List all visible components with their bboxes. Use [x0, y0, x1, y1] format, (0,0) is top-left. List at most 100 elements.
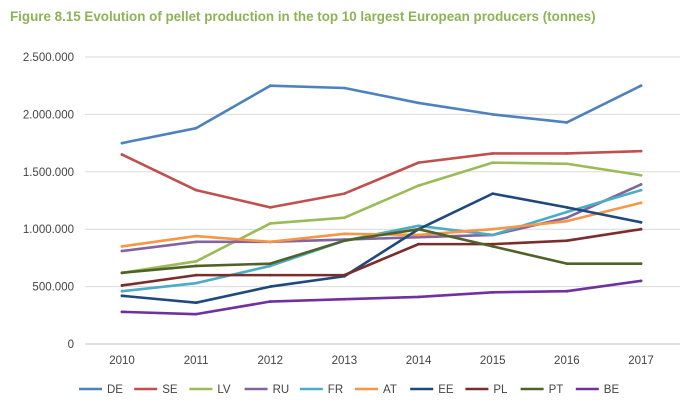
data-point — [120, 141, 124, 145]
data-point — [639, 279, 643, 283]
data-point — [268, 222, 272, 225]
series-line-se — [120, 149, 643, 209]
data-point — [639, 173, 643, 177]
legend-item-ru: RU — [244, 384, 290, 396]
x-tick-label: 2012 — [257, 355, 283, 367]
data-point — [268, 264, 272, 268]
data-point — [639, 84, 643, 88]
data-point — [639, 183, 643, 186]
x-tick-label: 2017 — [628, 355, 654, 367]
data-point — [491, 113, 495, 116]
data-point — [565, 121, 569, 124]
series-line-pl — [120, 227, 643, 287]
legend-label: BE — [604, 384, 620, 396]
y-axis-ticks: 0 500.000 1.000.000 1.500.000 2.000.000 2.500… — [23, 52, 74, 351]
data-point — [491, 290, 495, 294]
series-be — [120, 279, 643, 316]
data-point — [417, 235, 420, 239]
y-tick-label: 500.000 — [32, 282, 74, 294]
data-point — [417, 295, 420, 299]
data-point — [120, 245, 124, 248]
data-point — [565, 162, 569, 166]
data-point — [194, 188, 198, 192]
data-point — [120, 271, 124, 275]
legend-label: FR — [328, 384, 343, 396]
data-point — [565, 219, 569, 223]
data-point — [120, 249, 124, 253]
data-point — [268, 205, 272, 209]
legend-item-ee: EE — [410, 384, 454, 396]
data-point — [565, 152, 569, 155]
data-point — [268, 240, 272, 244]
data-point — [491, 227, 495, 231]
data-point — [417, 184, 420, 187]
data-point — [639, 220, 643, 224]
legend-label: PL — [493, 384, 508, 396]
data-point — [120, 310, 124, 314]
x-tick-label: 2014 — [406, 355, 432, 367]
data-point — [194, 240, 198, 244]
legend-item-be: BE — [575, 384, 620, 396]
data-point — [120, 294, 124, 298]
data-point — [268, 300, 272, 303]
data-point — [343, 232, 346, 236]
series-line-lv — [120, 161, 643, 275]
legend-item-pl: PL — [465, 384, 508, 396]
data-point — [491, 233, 495, 237]
data-point — [565, 262, 569, 266]
legend-item-fr: FR — [299, 384, 343, 396]
data-point — [194, 234, 198, 238]
series-lines — [120, 84, 643, 316]
legend-label: PT — [549, 384, 564, 396]
data-point — [491, 245, 495, 248]
data-point — [639, 227, 643, 231]
data-point — [194, 281, 198, 285]
series-line-pt — [120, 227, 643, 275]
data-point — [417, 233, 420, 237]
data-point — [565, 210, 569, 214]
data-point — [268, 262, 272, 266]
data-point — [194, 259, 198, 263]
data-point — [120, 153, 124, 156]
data-point — [120, 284, 124, 287]
data-point — [268, 285, 272, 288]
data-point — [491, 192, 495, 196]
series-pl — [120, 227, 643, 287]
data-point — [639, 149, 643, 153]
data-point — [565, 239, 569, 243]
series-se — [120, 149, 643, 209]
legend-label: RU — [273, 384, 290, 396]
legend-item-at: AT — [355, 384, 397, 396]
legend-label: LV — [217, 384, 231, 396]
legend-label: EE — [438, 384, 454, 396]
data-point — [194, 301, 198, 305]
series-pt — [120, 227, 643, 275]
series-line-de — [120, 84, 643, 145]
legend-item-pt: PT — [520, 384, 564, 396]
data-point — [417, 227, 420, 231]
x-axis-ticks: 2010 2011 2012 2013 2014 2015 2016 2017 — [109, 355, 654, 367]
y-tick-label: 0 — [68, 339, 74, 351]
data-point — [343, 297, 346, 301]
data-point — [343, 239, 346, 243]
series-line-ru — [120, 183, 643, 253]
data-point — [491, 161, 495, 165]
data-point — [343, 86, 346, 90]
data-point — [417, 224, 420, 228]
x-tick-label: 2015 — [480, 355, 506, 367]
legend-label: DE — [107, 384, 123, 396]
data-point — [491, 152, 495, 155]
data-point — [639, 201, 643, 205]
data-point — [343, 192, 346, 196]
data-point — [565, 216, 569, 220]
series-de — [120, 84, 643, 145]
legend-item-lv: LV — [189, 384, 231, 396]
data-point — [120, 289, 124, 293]
data-point — [194, 264, 198, 268]
x-tick-label: 2016 — [554, 355, 580, 367]
data-point — [417, 242, 420, 246]
series-ee — [120, 192, 643, 305]
data-point — [343, 273, 346, 277]
y-tick-label: 1.500.000 — [23, 167, 74, 179]
